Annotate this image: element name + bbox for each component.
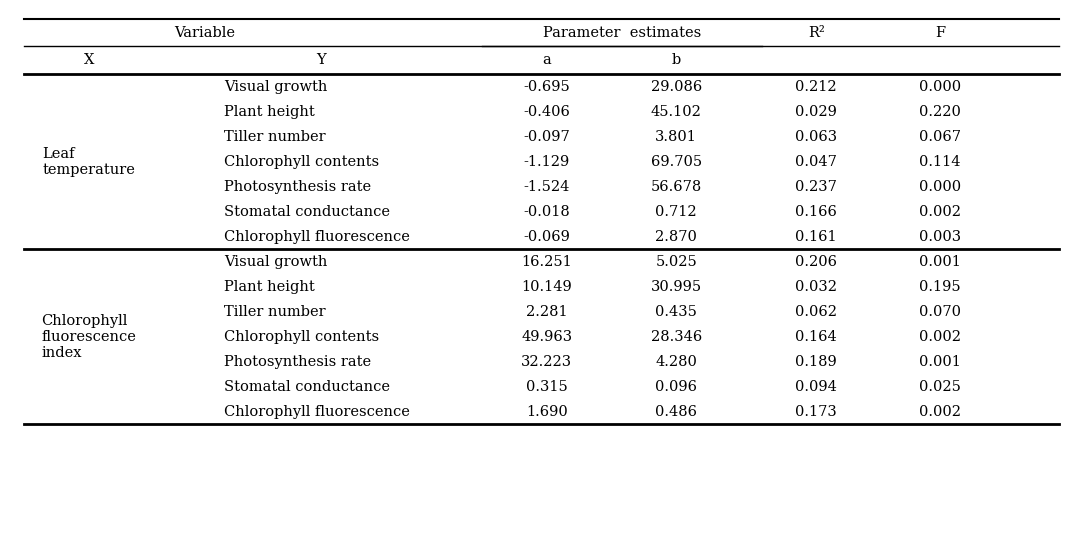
Text: Chlorophyll contents: Chlorophyll contents bbox=[224, 330, 379, 344]
Text: Chlorophyll fluorescence: Chlorophyll fluorescence bbox=[224, 230, 409, 244]
Text: Visual growth: Visual growth bbox=[224, 80, 327, 94]
Text: Plant height: Plant height bbox=[224, 105, 314, 119]
Text: Parameter  estimates: Parameter estimates bbox=[544, 26, 702, 40]
Text: 5.025: 5.025 bbox=[655, 255, 697, 269]
Text: 0.435: 0.435 bbox=[655, 305, 697, 319]
Text: 0.195: 0.195 bbox=[919, 280, 961, 294]
Text: 0.315: 0.315 bbox=[526, 380, 567, 394]
Text: Chlorophyll fluorescence: Chlorophyll fluorescence bbox=[224, 405, 409, 419]
Text: -0.406: -0.406 bbox=[523, 105, 571, 119]
Text: 2.281: 2.281 bbox=[526, 305, 567, 319]
Text: 0.164: 0.164 bbox=[795, 330, 837, 344]
Text: 0.003: 0.003 bbox=[919, 230, 962, 244]
Text: 0.029: 0.029 bbox=[795, 105, 837, 119]
Text: 0.001: 0.001 bbox=[919, 255, 961, 269]
Text: Tiller number: Tiller number bbox=[224, 305, 325, 319]
Text: 0.062: 0.062 bbox=[795, 305, 837, 319]
Text: 0.212: 0.212 bbox=[795, 80, 837, 94]
Text: Plant height: Plant height bbox=[224, 280, 314, 294]
Text: 2.870: 2.870 bbox=[655, 230, 697, 244]
Text: Variable: Variable bbox=[174, 26, 235, 40]
Text: 4.280: 4.280 bbox=[655, 355, 697, 369]
Text: 0.063: 0.063 bbox=[795, 130, 837, 144]
Text: 0.173: 0.173 bbox=[795, 405, 837, 419]
Text: 0.001: 0.001 bbox=[919, 355, 961, 369]
Text: 0.206: 0.206 bbox=[795, 255, 837, 269]
Text: 0.189: 0.189 bbox=[795, 355, 837, 369]
Text: 0.114: 0.114 bbox=[919, 155, 961, 169]
Text: 16.251: 16.251 bbox=[522, 255, 572, 269]
Text: 0.237: 0.237 bbox=[795, 180, 837, 194]
Text: Chlorophyll contents: Chlorophyll contents bbox=[224, 155, 379, 169]
Text: 0.070: 0.070 bbox=[919, 305, 961, 319]
Text: Leaf
temperature: Leaf temperature bbox=[42, 147, 135, 177]
Text: 10.149: 10.149 bbox=[522, 280, 572, 294]
Text: 69.705: 69.705 bbox=[651, 155, 702, 169]
Text: -0.097: -0.097 bbox=[523, 130, 571, 144]
Text: 3.801: 3.801 bbox=[655, 130, 697, 144]
Text: 0.096: 0.096 bbox=[655, 380, 697, 394]
Text: 0.000: 0.000 bbox=[919, 80, 962, 94]
Text: 0.067: 0.067 bbox=[919, 130, 961, 144]
Text: Y: Y bbox=[316, 53, 326, 67]
Text: 29.086: 29.086 bbox=[651, 80, 702, 94]
Text: a: a bbox=[543, 53, 551, 67]
Text: 0.486: 0.486 bbox=[655, 405, 697, 419]
Text: -1.129: -1.129 bbox=[524, 155, 570, 169]
Text: Stomatal conductance: Stomatal conductance bbox=[224, 205, 390, 219]
Text: 0.094: 0.094 bbox=[795, 380, 837, 394]
Text: 45.102: 45.102 bbox=[651, 105, 702, 119]
Text: Chlorophyll
fluorescence
index: Chlorophyll fluorescence index bbox=[41, 314, 136, 360]
Text: 1.690: 1.690 bbox=[526, 405, 567, 419]
Text: 56.678: 56.678 bbox=[651, 180, 702, 194]
Text: -0.069: -0.069 bbox=[523, 230, 571, 244]
Text: -0.018: -0.018 bbox=[523, 205, 571, 219]
Text: 0.166: 0.166 bbox=[795, 205, 837, 219]
Text: 0.712: 0.712 bbox=[655, 205, 697, 219]
Text: 0.002: 0.002 bbox=[919, 405, 961, 419]
Text: 49.963: 49.963 bbox=[521, 330, 573, 344]
Text: 0.161: 0.161 bbox=[795, 230, 837, 244]
Text: 0.025: 0.025 bbox=[919, 380, 961, 394]
Text: X: X bbox=[83, 53, 94, 67]
Text: F: F bbox=[935, 26, 945, 40]
Text: b: b bbox=[671, 53, 681, 67]
Text: Visual growth: Visual growth bbox=[224, 255, 327, 269]
Text: Photosynthesis rate: Photosynthesis rate bbox=[224, 355, 370, 369]
Text: 0.032: 0.032 bbox=[795, 280, 837, 294]
Text: 0.000: 0.000 bbox=[919, 180, 962, 194]
Text: R²: R² bbox=[808, 26, 824, 40]
Text: -1.524: -1.524 bbox=[524, 180, 570, 194]
Text: 0.002: 0.002 bbox=[919, 205, 961, 219]
Text: 28.346: 28.346 bbox=[651, 330, 702, 344]
Text: 0.002: 0.002 bbox=[919, 330, 961, 344]
Text: Stomatal conductance: Stomatal conductance bbox=[224, 380, 390, 394]
Text: Photosynthesis rate: Photosynthesis rate bbox=[224, 180, 370, 194]
Text: 0.047: 0.047 bbox=[795, 155, 837, 169]
Text: -0.695: -0.695 bbox=[523, 80, 571, 94]
Text: 32.223: 32.223 bbox=[521, 355, 573, 369]
Text: 0.220: 0.220 bbox=[919, 105, 961, 119]
Text: Tiller number: Tiller number bbox=[224, 130, 325, 144]
Text: 30.995: 30.995 bbox=[651, 280, 702, 294]
